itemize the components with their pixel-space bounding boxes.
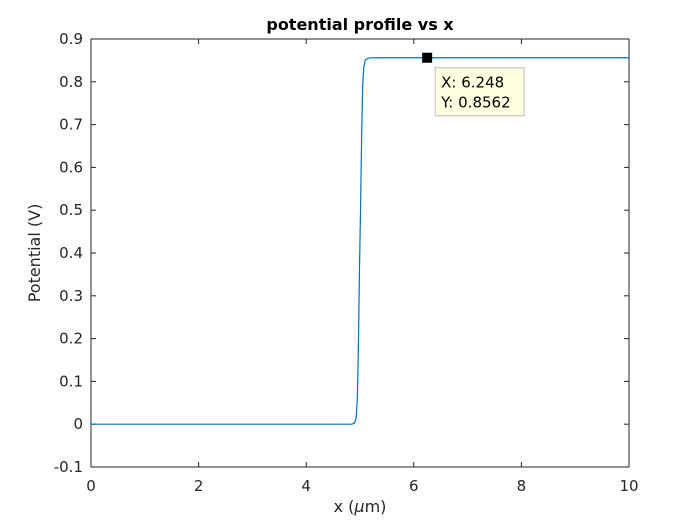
x-tick-label: 4 <box>301 477 311 495</box>
y-tick-label: 0 <box>73 415 83 433</box>
x-axis-label-mu: μ <box>353 497 364 516</box>
datatip-y-label: Y: 0.8562 <box>440 94 510 112</box>
datatip[interactable]: X: 6.248 Y: 0.8562 <box>422 52 525 117</box>
y-tick-label: 0.7 <box>59 116 83 134</box>
datatip-box <box>434 67 525 117</box>
x-axis-label-suffix: m) <box>365 497 387 516</box>
y-tick-label: 0.4 <box>59 244 83 262</box>
x-tick-label: 10 <box>619 477 638 495</box>
x-tick-label: 6 <box>409 477 419 495</box>
axis-ticks: 0 2 4 6 8 10-0.100.10.20.30.40.50.60.70.80.9 <box>54 30 639 495</box>
y-axis-label: Potential (V) <box>25 204 44 303</box>
x-tick-label: 2 <box>194 477 204 495</box>
y-tick-label: 0.6 <box>59 158 83 176</box>
x-axis-label: x (μm) <box>334 497 387 516</box>
y-tick-label: 0.1 <box>59 372 83 390</box>
y-tick-label: 0.2 <box>59 330 83 348</box>
datatip-marker[interactable] <box>422 52 433 63</box>
x-tick-label: 8 <box>517 477 527 495</box>
datatip-x-label: X: 6.248 <box>441 74 504 92</box>
y-tick-label: 0.3 <box>59 287 83 305</box>
x-tick-label: 0 <box>86 477 96 495</box>
x-axis-label-prefix: x ( <box>334 497 355 516</box>
y-tick-label: 0.9 <box>59 30 83 48</box>
y-tick-label: -0.1 <box>54 458 83 476</box>
y-tick-label: 0.5 <box>59 201 83 219</box>
chart-title: potential profile vs x <box>266 15 454 34</box>
y-tick-label: 0.8 <box>59 73 83 91</box>
